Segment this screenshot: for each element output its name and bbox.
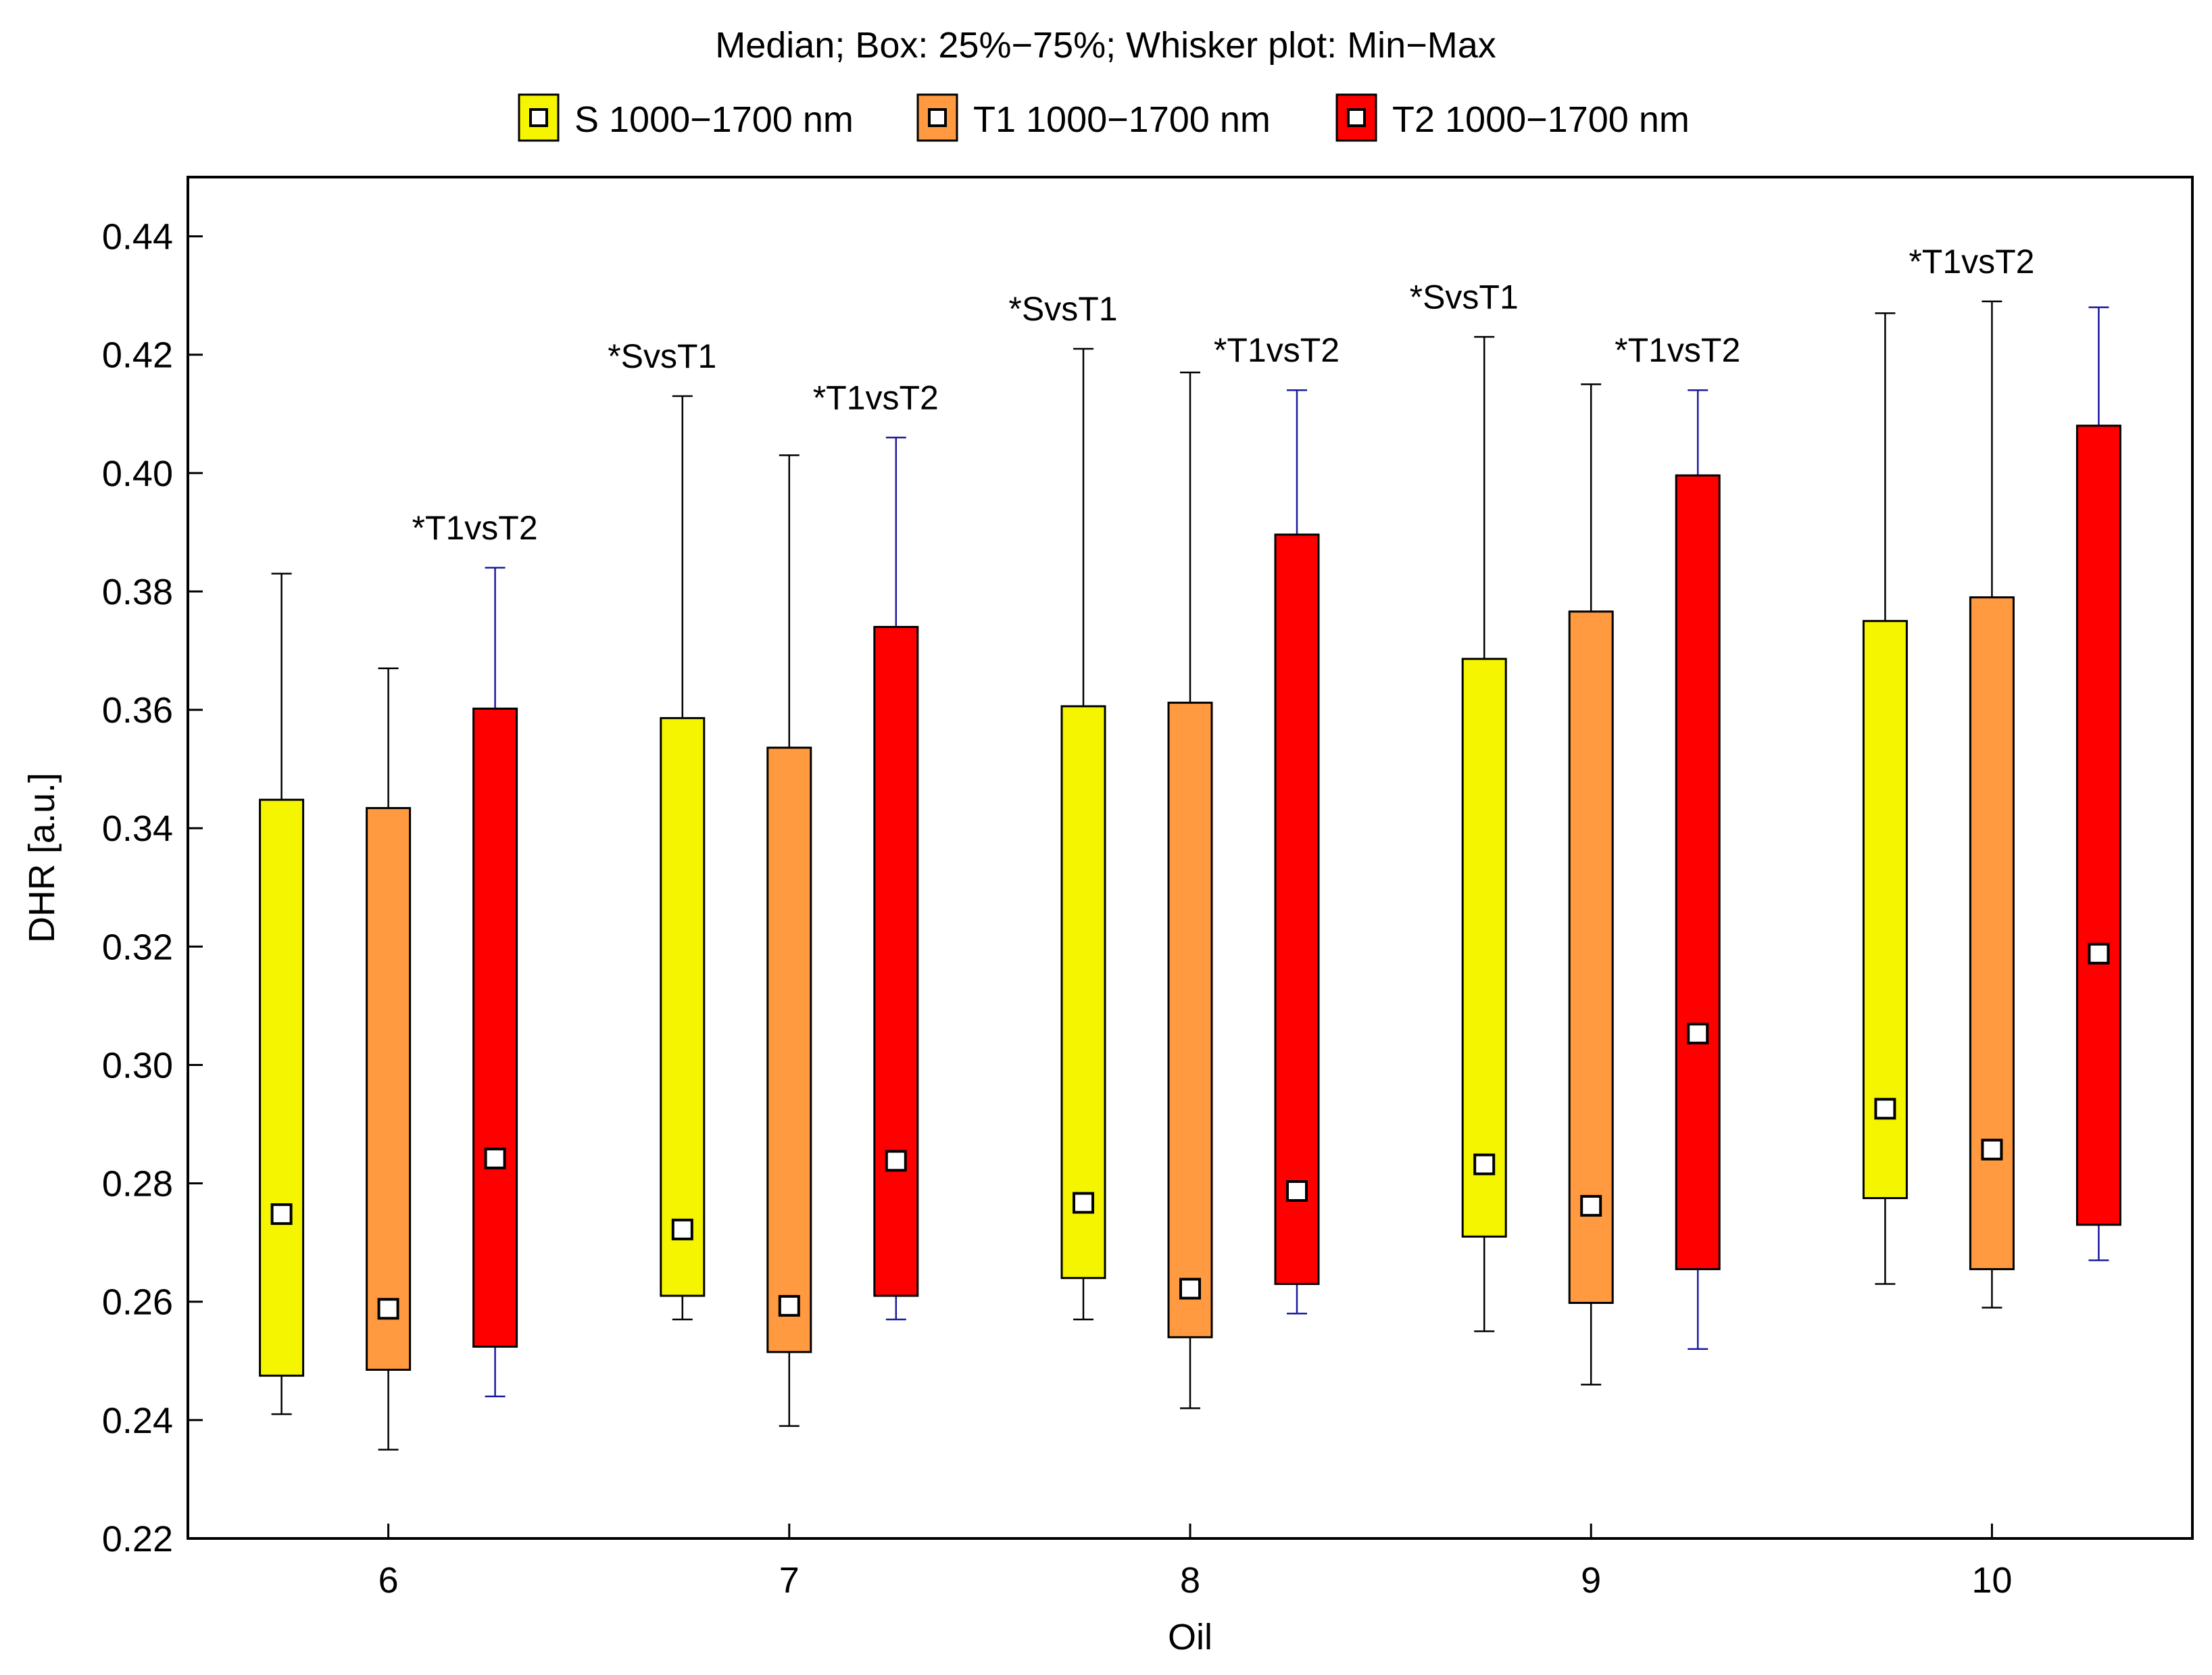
median-marker [1473, 1153, 1496, 1175]
box-8-series-3 [1274, 389, 1320, 1315]
legend: S 1000−1700 nm T1 1000−1700 nm T2 1000−170… [518, 93, 1690, 142]
x-tick-label: 9 [1581, 1560, 1601, 1601]
x-tick-label: 6 [378, 1560, 399, 1601]
box-iqr [259, 798, 305, 1377]
median-marker [2088, 942, 2110, 965]
x-axis-label: Oil [1168, 1617, 1212, 1657]
box-10-series-3 [2075, 306, 2121, 1261]
significance-label: *T1vsT2 [1214, 331, 1340, 369]
legend-median-marker [1347, 108, 1366, 127]
box-iqr [1969, 596, 2015, 1271]
median-marker [1179, 1278, 1201, 1300]
legend-item-2: T1 1000−1700 nm [916, 93, 1271, 142]
median-marker [885, 1150, 907, 1172]
x-tick-label: 8 [1180, 1560, 1200, 1601]
box-8-series-2 [1167, 371, 1213, 1409]
median-marker [484, 1147, 506, 1169]
y-tick-label: 0.24 [102, 1401, 173, 1441]
significance-annotations: *T1vsT2 *SvsT1 *T1vsT2 *SvsT1 *T1vsT2 *SvsT1 *… [412, 243, 2035, 547]
box-iqr [1675, 474, 1721, 1271]
legend-median-marker [928, 108, 947, 127]
significance-label: *SvsT1 [608, 337, 716, 375]
y-tick-label: 0.34 [102, 808, 173, 849]
box-6-series-1 [259, 573, 305, 1415]
x-tick-label: 10 [1971, 1560, 2012, 1601]
box-6-series-2 [366, 667, 412, 1451]
box-7-series-2 [766, 454, 812, 1427]
significance-label: *T1vsT2 [1909, 243, 2034, 281]
y-tick-label: 0.32 [102, 927, 173, 967]
significance-label: *T1vsT2 [1615, 331, 1740, 369]
y-tick-label: 0.44 [102, 217, 173, 258]
legend-label: T1 1000−1700 nm [973, 99, 1271, 140]
box-9-series-3 [1675, 389, 1721, 1351]
box-iqr [1461, 658, 1507, 1238]
y-tick-label: 0.30 [102, 1045, 173, 1086]
box-10-series-2 [1969, 300, 2015, 1309]
y-tick-label: 0.38 [102, 572, 173, 612]
median-marker [1073, 1192, 1094, 1214]
x-axis: 6 7 8 9 10 [378, 1524, 2012, 1601]
box-iqr [472, 707, 518, 1348]
y-tick-label: 0.36 [102, 690, 173, 731]
x-tick-label: 7 [779, 1560, 800, 1601]
median-marker [1687, 1023, 1709, 1045]
box-7-series-1 [660, 395, 706, 1321]
box-9-series-1 [1461, 336, 1507, 1332]
median-marker [270, 1203, 293, 1225]
box-iqr [2075, 424, 2121, 1226]
significance-label: *T1vsT2 [412, 509, 538, 547]
legend-label: T2 1000−1700 nm [1392, 99, 1690, 140]
box-8-series-1 [1060, 347, 1106, 1321]
box-10-series-1 [1862, 312, 1908, 1285]
box-iqr [1060, 705, 1106, 1280]
y-axis-label: DHR [a.u.] [22, 773, 62, 943]
y-tick-label: 0.28 [102, 1164, 173, 1205]
y-tick-label: 0.42 [102, 335, 173, 376]
y-tick-label: 0.22 [102, 1519, 173, 1559]
y-tick-label: 0.40 [102, 454, 173, 494]
significance-label: *SvsT1 [1008, 290, 1117, 328]
significance-label: *T1vsT2 [813, 379, 939, 416]
legend-median-marker [529, 108, 548, 127]
median-marker [671, 1218, 693, 1240]
box-iqr [1167, 702, 1213, 1338]
box-iqr [1274, 533, 1320, 1285]
box-series-group [259, 300, 2121, 1451]
chart-title: Median; Box: 25%−75%; Whisker plot: Min−… [715, 25, 1496, 66]
median-marker [1981, 1138, 2003, 1161]
significance-label: *SvsT1 [1410, 278, 1519, 316]
box-9-series-2 [1568, 383, 1614, 1386]
median-marker [377, 1298, 399, 1320]
legend-label: S 1000−1700 nm [574, 99, 854, 140]
box-iqr [1568, 610, 1614, 1304]
box-6-series-3 [472, 566, 518, 1398]
median-marker [1580, 1194, 1602, 1217]
box-iqr [873, 625, 919, 1297]
median-marker [778, 1294, 800, 1317]
y-tick-label: 0.26 [102, 1282, 173, 1323]
y-axis: 0.22 0.24 0.26 0.28 0.30 0.32 0.34 0.36 0.38 0.40… [102, 217, 203, 1559]
legend-item-3: T2 1000−1700 nm [1335, 93, 1690, 142]
box-7-series-3 [873, 437, 919, 1321]
legend-swatch [1335, 93, 1377, 142]
box-iqr [766, 746, 812, 1353]
legend-item-1: S 1000−1700 nm [518, 93, 854, 142]
median-marker [1286, 1180, 1308, 1202]
median-marker [1874, 1098, 1896, 1120]
box-iqr [660, 717, 706, 1297]
box-iqr [366, 806, 412, 1371]
